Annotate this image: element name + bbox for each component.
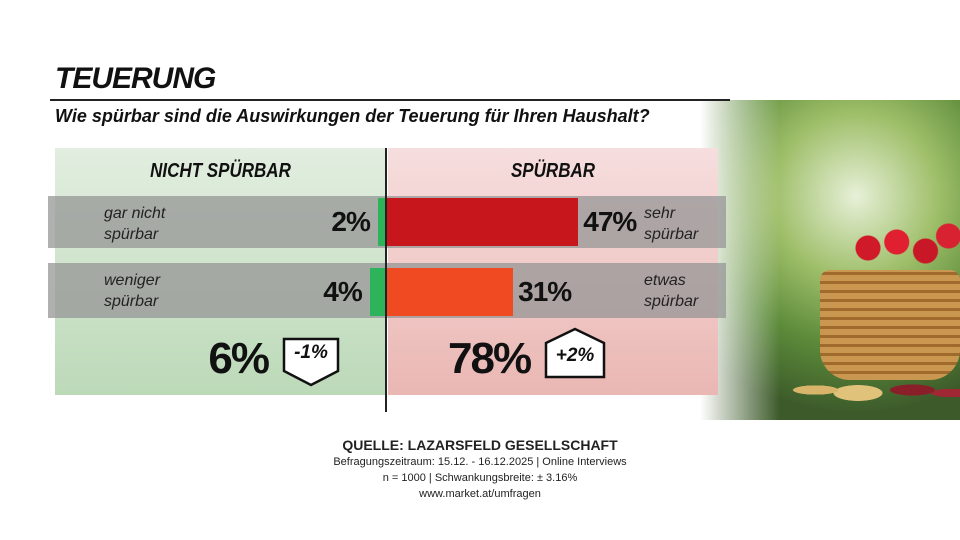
potatoes [790, 360, 960, 420]
bar [377, 198, 386, 246]
total-label: 78% [448, 334, 532, 383]
title-rule [50, 99, 730, 101]
change-label: +2% [555, 345, 595, 366]
value-label: 47% [583, 206, 637, 237]
badge-shape [544, 327, 606, 379]
center-divider [385, 148, 387, 412]
change-badge-up [544, 327, 606, 379]
bar [387, 268, 514, 316]
value-label: 2% [331, 206, 370, 237]
total-label: 6% [208, 334, 270, 383]
category-label: sehr spürbar [644, 205, 699, 243]
bar [387, 198, 579, 246]
category-label: weniger spürbar [104, 272, 161, 310]
note: n = 1000 | Schwankungsbreite: ± 3.16% [382, 472, 578, 484]
category-label: etwas spürbar [644, 272, 699, 310]
right-header: SPÜRBAR [510, 160, 596, 182]
source: QUELLE: LAZARSFELD GESELLSCHAFT [342, 437, 618, 453]
change-badge-down [282, 337, 340, 387]
note: www.market.at/umfragen [419, 488, 541, 500]
vegetables [845, 218, 960, 278]
subtitle: Wie spürbar sind die Auswirkungen der Te… [55, 106, 650, 126]
value-label: 31% [518, 276, 572, 307]
change-label: -1% [294, 342, 328, 363]
bar [369, 268, 386, 316]
note: Befragungszeitraum: 15.12. - 16.12.2025 … [333, 456, 627, 468]
category-label: gar nicht spürbar [104, 205, 166, 243]
badge-shape [282, 337, 340, 387]
title: TEUERUNG [55, 62, 216, 95]
left-header: NICHT SPÜRBAR [150, 160, 291, 182]
value-label: 4% [323, 276, 362, 307]
